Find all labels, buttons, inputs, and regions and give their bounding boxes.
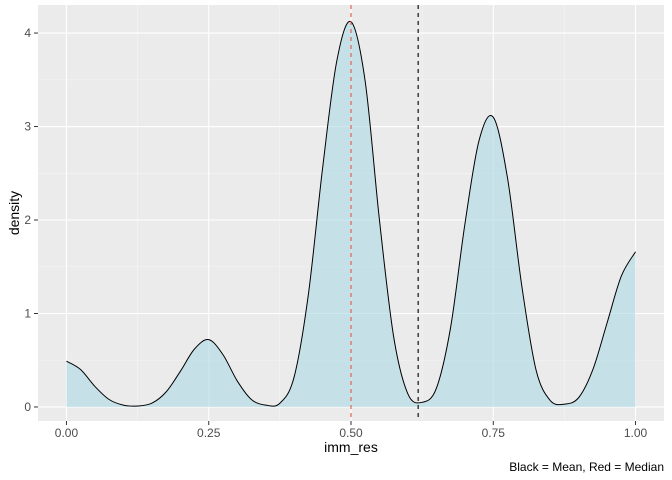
y-tick-label: 3 xyxy=(24,120,31,134)
x-tick-label: 0.50 xyxy=(339,426,363,440)
x-tick-label: 0.25 xyxy=(197,426,221,440)
x-axis-title: imm_res xyxy=(324,439,378,455)
chart-caption: Black = Mean, Red = Median xyxy=(509,460,664,474)
y-tick-label: 4 xyxy=(24,26,31,40)
y-tick-label: 2 xyxy=(24,213,31,227)
x-tick-label: 1.00 xyxy=(624,426,648,440)
y-tick-label: 0 xyxy=(24,400,31,414)
x-tick-label: 0.00 xyxy=(55,426,79,440)
y-axis-title: density xyxy=(6,191,22,235)
y-axis-ticks: 0 1 2 3 4 xyxy=(24,26,38,414)
density-curve xyxy=(66,21,636,407)
x-tick-label: 0.75 xyxy=(482,426,506,440)
x-axis-ticks: 0.00 0.25 0.50 0.75 1.00 xyxy=(55,421,648,440)
y-tick-label: 1 xyxy=(24,306,31,320)
